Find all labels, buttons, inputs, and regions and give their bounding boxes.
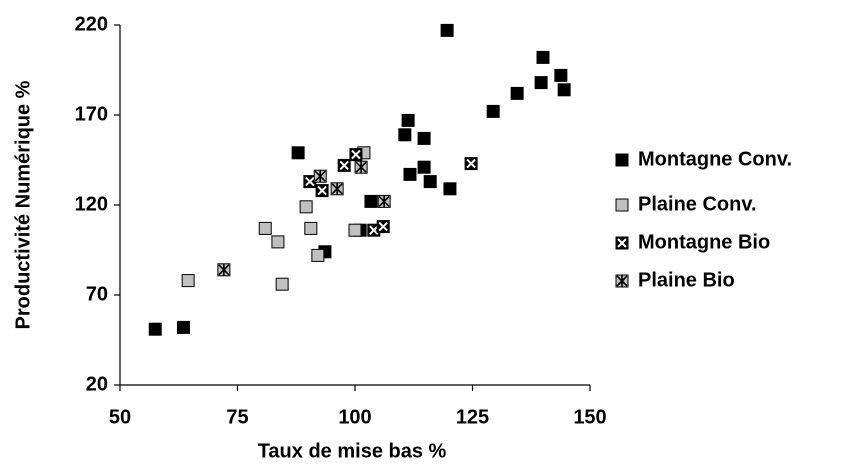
data-point xyxy=(148,322,162,336)
marker-square xyxy=(304,221,318,235)
marker-square xyxy=(181,274,195,288)
marker-square xyxy=(258,221,272,235)
marker-square xyxy=(510,86,524,100)
marker-square xyxy=(275,277,289,291)
data-point xyxy=(330,182,344,196)
data-point xyxy=(217,263,231,277)
marker-square xyxy=(148,322,162,336)
marker-asterisk xyxy=(314,170,326,183)
data-point xyxy=(311,248,325,262)
data-point xyxy=(534,76,548,90)
marker-cross xyxy=(369,225,379,235)
marker-square xyxy=(423,175,437,189)
marker-square xyxy=(271,235,285,249)
marker-square xyxy=(403,167,417,181)
y-tick-label: 70 xyxy=(86,283,108,305)
marker-square xyxy=(417,160,431,174)
marker-cross xyxy=(466,158,476,169)
marker-asterisk xyxy=(218,263,230,276)
data-point xyxy=(176,320,190,334)
marker-square xyxy=(615,198,629,212)
data-point xyxy=(423,175,437,189)
marker-cross xyxy=(339,160,349,171)
x-tick-label: 150 xyxy=(573,406,606,428)
marker-square xyxy=(417,131,431,145)
marker-asterisk xyxy=(378,195,390,208)
marker-square xyxy=(291,146,305,160)
data-point xyxy=(299,200,313,214)
marker-square xyxy=(311,248,325,262)
x-tick-label: 125 xyxy=(456,406,489,428)
data-point xyxy=(554,68,568,82)
marker-square xyxy=(176,320,190,334)
data-point xyxy=(417,131,431,145)
data-point xyxy=(403,167,417,181)
marker-square xyxy=(443,182,457,196)
data-point xyxy=(354,160,368,174)
data-point xyxy=(348,223,362,237)
marker-cross xyxy=(317,185,327,196)
data-point xyxy=(377,194,391,208)
data-point xyxy=(271,235,285,249)
data-point xyxy=(304,221,318,235)
marker-square xyxy=(534,76,548,90)
x-tick-label: 50 xyxy=(109,406,131,428)
marker-square xyxy=(299,200,313,214)
data-point xyxy=(443,182,457,196)
legend-label: Plaine Conv. xyxy=(638,193,757,215)
data-point xyxy=(275,277,289,291)
legend-marker xyxy=(615,198,629,212)
data-point xyxy=(181,274,195,288)
data-point xyxy=(536,50,550,64)
marker-cross xyxy=(617,238,627,248)
legend-label: Montagne Conv. xyxy=(638,148,792,170)
data-point xyxy=(258,221,272,235)
legend-marker xyxy=(615,153,629,167)
data-point xyxy=(337,158,351,172)
data-point xyxy=(398,128,412,142)
data-point xyxy=(486,104,500,118)
marker-cross xyxy=(305,176,315,187)
legend-marker xyxy=(615,236,629,250)
marker-asterisk xyxy=(355,161,367,174)
marker-square xyxy=(615,153,629,167)
legend-marker xyxy=(615,274,629,288)
marker-square xyxy=(536,50,550,64)
y-axis-label: Productivité Numérique % xyxy=(12,80,34,329)
marker-square xyxy=(486,104,500,118)
y-tick-label: 20 xyxy=(86,373,108,395)
data-point xyxy=(440,23,454,37)
data-point xyxy=(291,146,305,160)
data-point xyxy=(376,220,390,234)
x-tick-label: 75 xyxy=(226,406,248,428)
x-axis-label: Taux de mise bas % xyxy=(258,440,447,462)
data-point xyxy=(417,160,431,174)
marker-asterisk xyxy=(616,275,628,287)
marker-square xyxy=(554,68,568,82)
legend-label: Montagne Bio xyxy=(638,231,770,253)
y-tick-label: 170 xyxy=(75,103,108,125)
data-point xyxy=(557,83,571,97)
data-point xyxy=(401,113,415,127)
marker-cross xyxy=(378,221,388,232)
marker-square xyxy=(348,223,362,237)
data-point xyxy=(315,184,329,198)
marker-square xyxy=(401,113,415,127)
marker-square xyxy=(440,23,454,37)
x-tick-label: 100 xyxy=(338,406,371,428)
data-point xyxy=(364,194,378,208)
marker-square xyxy=(557,83,571,97)
data-point xyxy=(313,169,327,183)
y-tick-label: 220 xyxy=(75,13,108,35)
data-point xyxy=(349,148,363,162)
marker-square xyxy=(398,128,412,142)
marker-cross xyxy=(351,149,361,160)
data-point xyxy=(464,157,478,171)
legend-label: Plaine Bio xyxy=(638,269,735,291)
data-point xyxy=(510,86,524,100)
marker-square xyxy=(364,194,378,208)
marker-asterisk xyxy=(331,182,343,195)
y-tick-label: 120 xyxy=(75,193,108,215)
